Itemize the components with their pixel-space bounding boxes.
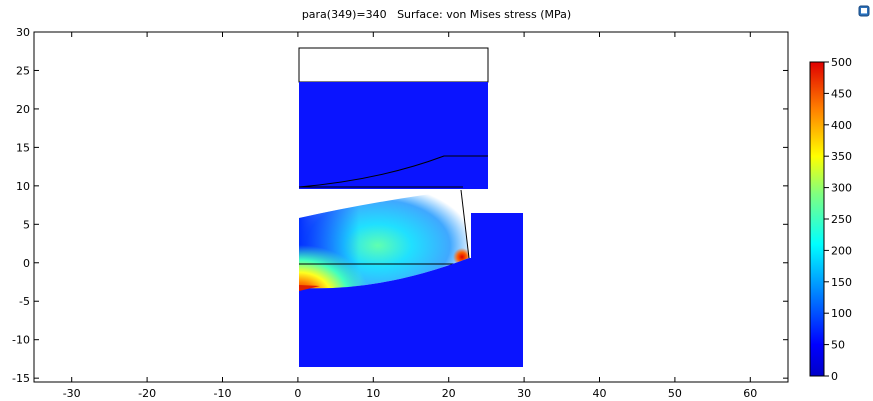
colorbar-tick-label: 50 xyxy=(831,339,845,352)
colorbar xyxy=(809,61,825,377)
plot-title: para(349)=340 Surface: von Mises stress … xyxy=(301,8,572,21)
x-tick-label: 10 xyxy=(366,387,380,400)
y-tick-label: 30 xyxy=(16,26,30,39)
x-tick-label: 20 xyxy=(442,387,456,400)
x-tick-label: 50 xyxy=(668,387,682,400)
image-export-icon[interactable] xyxy=(858,5,870,17)
y-tick-label: 10 xyxy=(16,180,30,193)
colorbar-tick-label: 350 xyxy=(831,150,852,163)
colorbar-tick-label: 300 xyxy=(831,182,852,195)
x-tick-label: 0 xyxy=(294,387,301,400)
x-tick-label: 60 xyxy=(743,387,757,400)
x-tick-label: -30 xyxy=(63,387,81,400)
y-tick-label: 25 xyxy=(16,64,30,77)
x-tick-label: -20 xyxy=(138,387,156,400)
y-tick-label: -5 xyxy=(19,295,30,308)
y-tick-label: 20 xyxy=(16,103,30,116)
colorbar-tick-label: 500 xyxy=(831,56,852,69)
y-tick-label: -10 xyxy=(12,334,30,347)
colorbar-tick-label: 100 xyxy=(831,307,852,320)
colorbar-tick-label: 150 xyxy=(831,276,852,289)
upper-die-white-region xyxy=(298,47,489,83)
upper-die-contour-line xyxy=(298,155,488,188)
x-tick-label: -10 xyxy=(214,387,232,400)
y-axis-ticks: 30 25 20 15 10 5 0 -5 -10 -15 xyxy=(12,26,788,385)
colorbar-tick-label: 400 xyxy=(831,119,852,132)
axes-frame xyxy=(33,31,789,383)
lower-die xyxy=(299,213,523,367)
lower-die-red-spot xyxy=(299,285,320,291)
x-axis-ticks: -30 -20 -10 0 10 20 30 40 50 60 xyxy=(63,32,757,400)
y-tick-label: 15 xyxy=(16,141,30,154)
y-tick-label: -15 xyxy=(12,372,30,385)
y-tick-label: 0 xyxy=(23,257,30,270)
workpiece-right-edge xyxy=(460,189,470,259)
colorbar-tick-label: 450 xyxy=(831,87,852,100)
y-tick-label: 5 xyxy=(23,218,30,231)
x-tick-label: 30 xyxy=(517,387,531,400)
colorbar-tick-label: 250 xyxy=(831,213,852,226)
colorbar-tick-label: 200 xyxy=(831,244,852,257)
x-tick-label: 40 xyxy=(593,387,607,400)
colorbar-tick-label: 0 xyxy=(831,370,838,383)
